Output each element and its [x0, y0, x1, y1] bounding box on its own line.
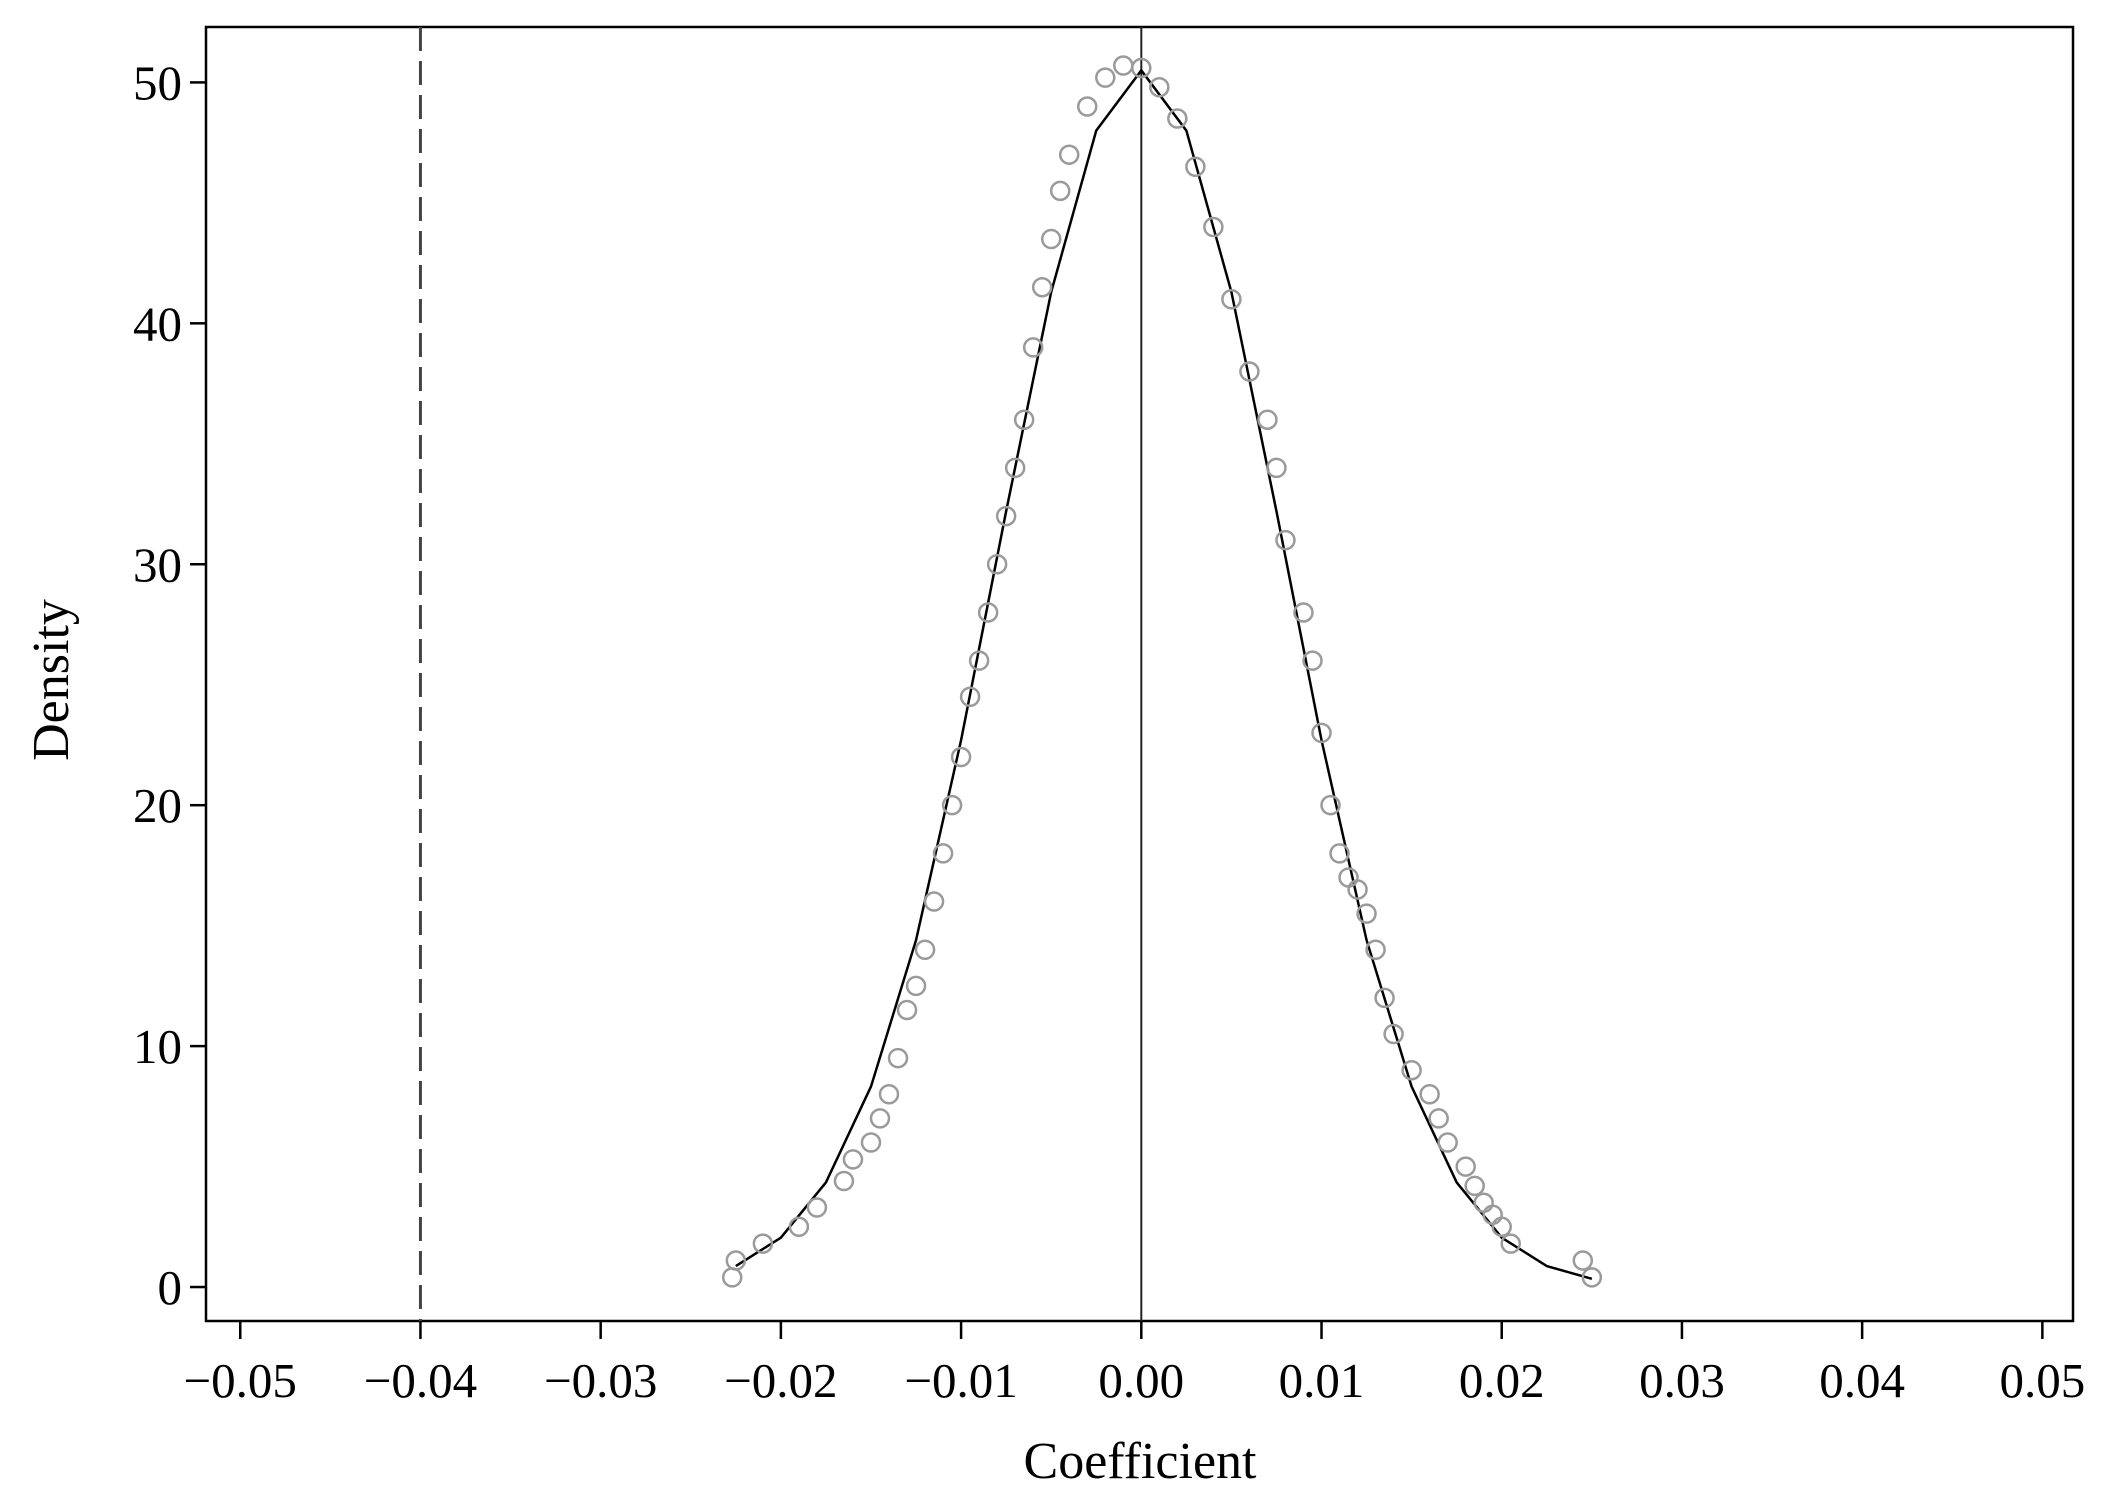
point — [896, 999, 918, 1021]
point — [1013, 409, 1035, 430]
point — [1040, 228, 1062, 250]
point — [950, 746, 972, 768]
point — [1437, 1132, 1458, 1153]
point — [905, 975, 927, 997]
y-tick-label: 40 — [133, 296, 182, 351]
point — [721, 1267, 743, 1288]
point — [1500, 1233, 1521, 1254]
point — [1374, 987, 1395, 1009]
point — [1266, 457, 1287, 479]
point — [1365, 939, 1386, 960]
x-tick-label: 0.01 — [1279, 1353, 1365, 1408]
point — [932, 843, 954, 864]
point — [1004, 457, 1026, 479]
density-line — [735, 68, 1593, 1281]
point — [941, 794, 963, 816]
point — [806, 1197, 828, 1218]
point — [1049, 180, 1071, 202]
y-tick-label: 30 — [133, 537, 182, 592]
point — [725, 1250, 747, 1271]
y-tick-label: 0 — [158, 1260, 183, 1315]
point — [1058, 144, 1080, 165]
x-tick-label: 0.02 — [1459, 1353, 1545, 1408]
point — [860, 1132, 882, 1153]
x-tick-label: −0.02 — [724, 1353, 837, 1408]
point — [914, 939, 936, 960]
point — [959, 686, 981, 708]
point — [1221, 288, 1242, 310]
point — [1293, 602, 1314, 623]
y-axis-label: Density — [23, 599, 80, 761]
point — [1329, 843, 1350, 864]
point — [1095, 67, 1116, 88]
point — [833, 1170, 855, 1192]
point — [1356, 903, 1377, 924]
point — [1347, 879, 1368, 900]
point — [1338, 867, 1359, 888]
point — [1491, 1216, 1512, 1238]
point — [878, 1084, 900, 1105]
point — [1113, 55, 1134, 76]
point — [1401, 1059, 1422, 1081]
plot-frame — [204, 25, 2075, 1323]
x-tick-label: −0.01 — [904, 1353, 1017, 1408]
x-axis-label: Coefficient — [1024, 1433, 1258, 1490]
point — [1572, 1250, 1594, 1271]
point — [1203, 216, 1224, 238]
x-tick-label: −0.05 — [184, 1353, 297, 1408]
x-tick-label: −0.03 — [544, 1353, 657, 1408]
point — [752, 1233, 774, 1254]
point — [1428, 1108, 1449, 1129]
point — [1302, 650, 1323, 671]
point — [977, 602, 999, 623]
point — [842, 1149, 864, 1170]
point — [995, 505, 1017, 527]
point — [1257, 409, 1278, 430]
y-tick-label: 10 — [133, 1019, 182, 1074]
point — [1419, 1084, 1440, 1105]
point — [1275, 529, 1296, 551]
point — [1149, 76, 1170, 98]
x-tick-label: −0.04 — [364, 1353, 477, 1408]
point — [1473, 1192, 1494, 1213]
point — [1455, 1156, 1476, 1177]
point — [1464, 1175, 1485, 1197]
point — [968, 650, 990, 671]
point — [1239, 361, 1260, 382]
x-tick-label: 0.04 — [1819, 1353, 1905, 1408]
point — [887, 1047, 909, 1069]
point — [1383, 1023, 1404, 1045]
point — [1311, 722, 1332, 744]
point — [1581, 1267, 1603, 1288]
point — [986, 554, 1008, 575]
x-tick-label: 0.05 — [1999, 1353, 2085, 1408]
point — [1482, 1204, 1503, 1226]
x-tick-label: 0.03 — [1639, 1353, 1725, 1408]
point — [1076, 96, 1098, 117]
point — [923, 891, 945, 912]
y-tick-label: 50 — [133, 55, 182, 110]
x-tick-label: 0.00 — [1098, 1353, 1184, 1408]
point — [1320, 794, 1341, 816]
point — [1131, 57, 1152, 79]
point — [869, 1108, 891, 1129]
point — [1022, 337, 1044, 358]
y-tick-label: 20 — [133, 778, 182, 833]
point — [788, 1216, 810, 1238]
point — [1031, 276, 1053, 298]
point — [1167, 108, 1188, 129]
point — [1185, 156, 1206, 177]
